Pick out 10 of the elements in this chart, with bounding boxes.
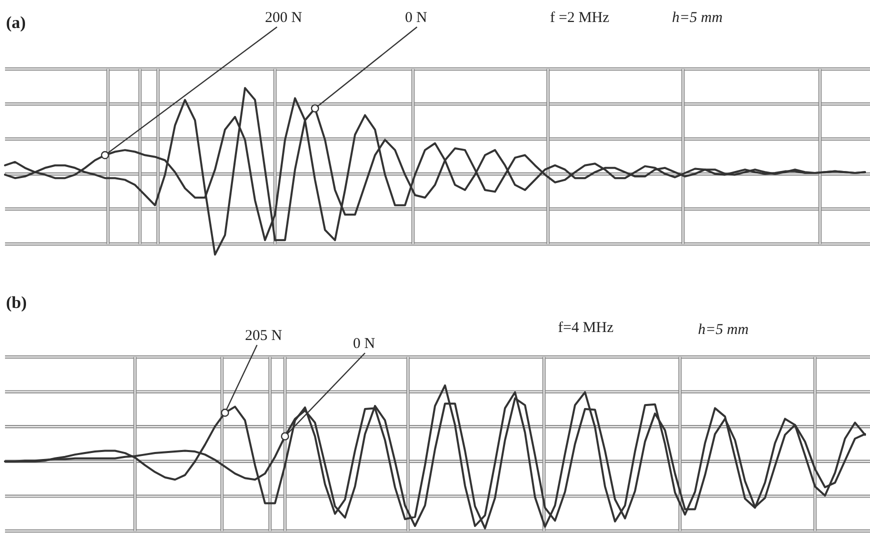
text: f=4 MHz [558, 320, 614, 336]
text: 205 N [245, 328, 282, 344]
text: 0 N [353, 336, 376, 352]
text: h=5 mm [672, 10, 723, 26]
text: f =2 MHz [550, 10, 610, 26]
chart-title: (a) [6, 13, 26, 32]
chart-title: (b) [6, 293, 27, 312]
text: h=5 mm [698, 322, 749, 338]
text: 200 N [265, 10, 302, 26]
text: 0 N [405, 10, 428, 26]
